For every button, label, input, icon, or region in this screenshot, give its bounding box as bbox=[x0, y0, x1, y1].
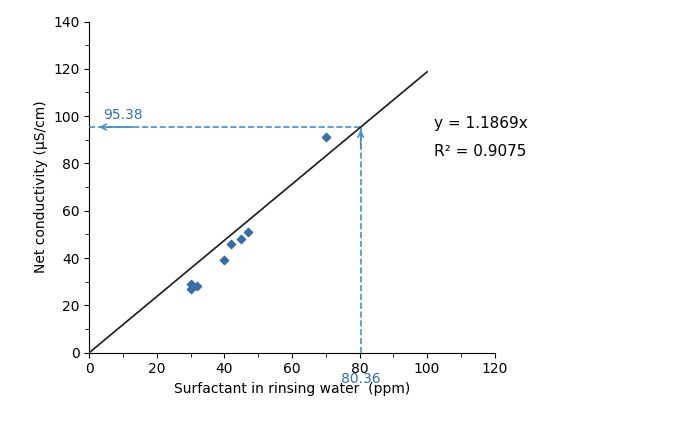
Point bbox=[243, 229, 254, 236]
Point bbox=[192, 283, 203, 290]
Point bbox=[236, 236, 247, 243]
Point bbox=[185, 286, 196, 292]
Text: 80.36: 80.36 bbox=[341, 372, 381, 386]
Point bbox=[219, 257, 230, 264]
Point bbox=[320, 134, 331, 141]
Y-axis label: Net conductivity (μS/cm): Net conductivity (μS/cm) bbox=[34, 101, 47, 273]
Text: 95.38: 95.38 bbox=[103, 108, 142, 122]
Text: R² = 0.9075: R² = 0.9075 bbox=[434, 144, 526, 160]
Point bbox=[185, 281, 196, 288]
Text: y = 1.1869x: y = 1.1869x bbox=[434, 116, 528, 131]
X-axis label: Surfactant in rinsing water  (ppm): Surfactant in rinsing water (ppm) bbox=[174, 382, 410, 396]
Point bbox=[225, 240, 236, 247]
